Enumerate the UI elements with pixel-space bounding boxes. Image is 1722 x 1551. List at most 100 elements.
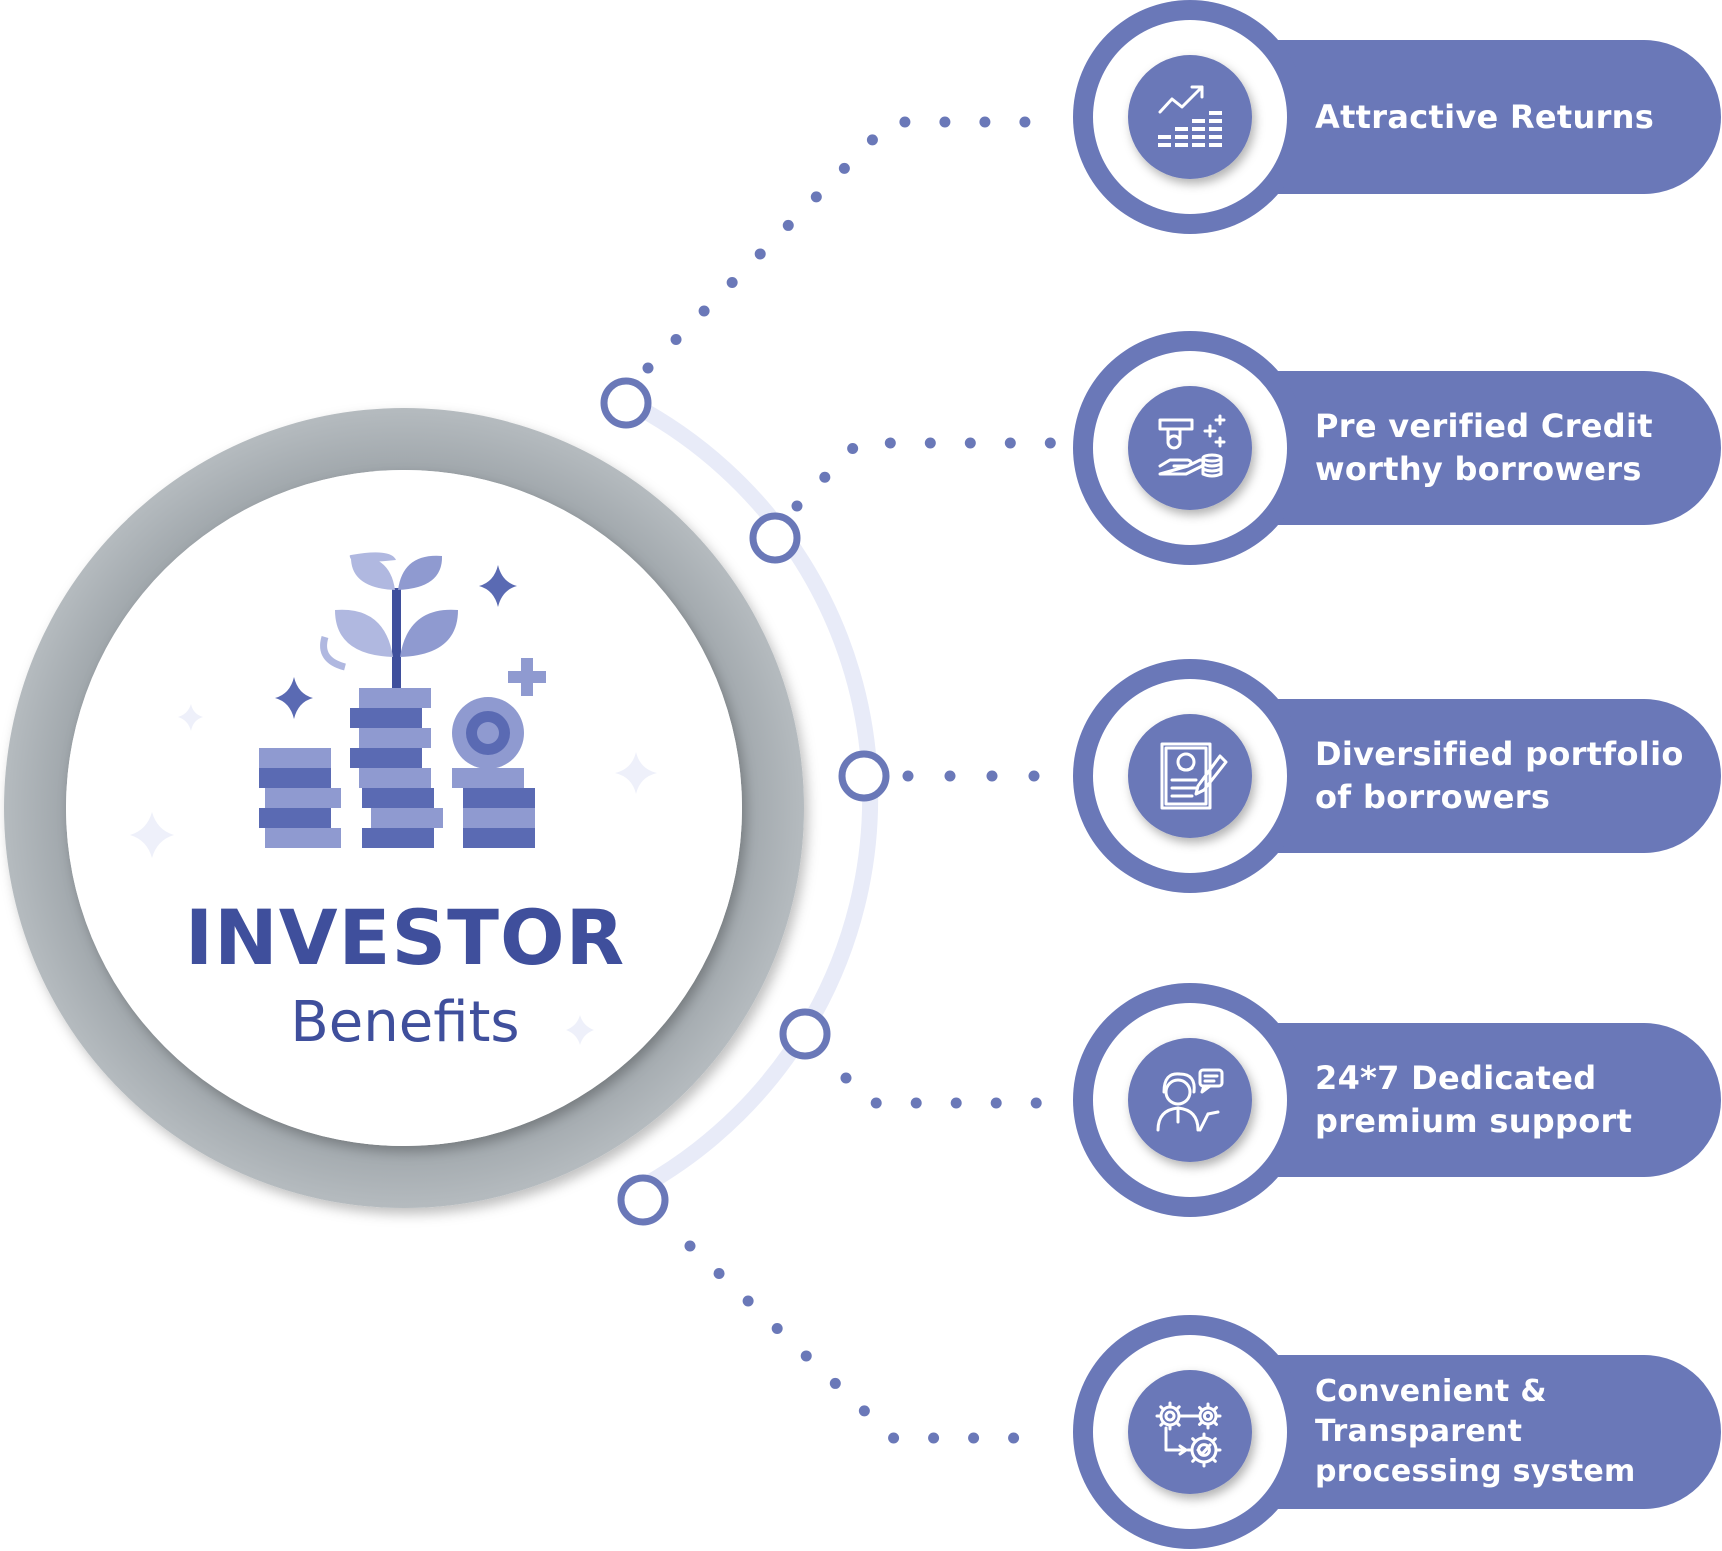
gears-process-check-icon — [1155, 1401, 1222, 1468]
benefit-icon-badge — [1128, 1370, 1252, 1494]
connector-dot — [902, 770, 914, 782]
benefit-item — [1073, 659, 1721, 893]
connector-dot — [990, 1097, 1002, 1109]
connector-dot — [1028, 770, 1040, 782]
benefit-label-line: Diversified portfolio — [1315, 735, 1684, 773]
benefit-pill — [1190, 699, 1721, 853]
arc-node-5 — [617, 1174, 669, 1226]
plant-stem — [392, 588, 401, 690]
arc-node-4 — [779, 1008, 831, 1060]
arc-node-3 — [838, 750, 890, 802]
connector-dot — [986, 770, 998, 782]
connector-dot — [964, 437, 976, 449]
sparkle-icon — [130, 812, 174, 858]
leaf-bottom-left — [335, 609, 393, 657]
money-hand-coins-icon — [1158, 414, 1226, 478]
connector-dot — [829, 1377, 841, 1389]
connector-dot — [800, 1350, 812, 1362]
benefit-label-1: Attractive Returns — [1315, 42, 1715, 192]
connector-dot — [754, 248, 766, 260]
connector-dot — [968, 1432, 980, 1444]
decorative-arc — [320, 635, 347, 671]
connector-dot — [866, 134, 878, 146]
benefit-label-line: Convenient & Transparent — [1315, 1374, 1547, 1449]
sparkle-icon — [479, 565, 517, 607]
center-subtitle: Benefits — [290, 990, 520, 1055]
benefit-item — [1073, 331, 1721, 565]
benefit-pill — [1190, 1023, 1721, 1177]
benefit-pill — [1190, 371, 1721, 525]
benefit-label-2: Pre verified Credit worthy borrowers — [1315, 373, 1715, 523]
connector-dot — [642, 362, 654, 374]
connector-dot — [1044, 437, 1056, 449]
sparkle-icon — [178, 704, 203, 731]
benefit-label-line: worthy borrowers — [1315, 450, 1642, 488]
connector-dot — [928, 1432, 940, 1444]
dotted-connectors — [642, 116, 1056, 1444]
connector-dot — [698, 305, 710, 317]
leaf-top-right — [398, 555, 443, 590]
connector-dot — [899, 116, 911, 128]
profile-document-pen-icon — [1160, 742, 1228, 810]
connector-dot — [858, 1405, 870, 1417]
benefit-pill — [1190, 40, 1721, 194]
connector-dot — [944, 770, 956, 782]
connector-dot — [1030, 1097, 1042, 1109]
connector-dot — [810, 191, 822, 203]
benefit-pill — [1190, 1355, 1721, 1509]
connector-dot — [742, 1295, 754, 1307]
connector-dot — [950, 1097, 962, 1109]
connector-dot — [979, 116, 991, 128]
arc-nodes — [600, 377, 890, 1226]
connector-dot — [840, 1072, 852, 1084]
connector-dot — [939, 116, 951, 128]
benefit-icon-badge — [1128, 1038, 1252, 1162]
benefit-label-line: processing system — [1315, 1454, 1636, 1489]
arc-node-1 — [600, 377, 652, 429]
connector-dot — [819, 471, 831, 483]
benefit-item — [1073, 983, 1721, 1217]
benefit-item — [1073, 1315, 1721, 1549]
benefit-label-line: Attractive Returns — [1315, 97, 1655, 136]
connector-dot — [888, 1432, 900, 1444]
connector-dot — [870, 1097, 882, 1109]
benefit-label-line: premium support — [1315, 1102, 1633, 1140]
sparkle-icon — [275, 677, 313, 719]
connector-dot — [1004, 437, 1016, 449]
connector-dot — [726, 276, 738, 288]
benefit-label-line: 24*7 Dedicated — [1315, 1059, 1597, 1097]
benefit-icon-badge — [1128, 386, 1252, 510]
connector-dot — [670, 333, 682, 345]
connector-dot — [910, 1097, 922, 1109]
plus-icon-bar — [508, 671, 546, 683]
connector-dot — [771, 1322, 783, 1334]
sparkle-icon — [615, 752, 657, 794]
sparkle-icon — [566, 1015, 594, 1045]
benefit-label-5: Convenient & Transparent processing syste… — [1315, 1357, 1715, 1507]
benefit-label-line: of borrowers — [1315, 778, 1551, 816]
benefit-label-line: Pre verified Credit — [1315, 407, 1653, 445]
arc-node-2 — [749, 512, 801, 564]
connector-dot — [1019, 116, 1031, 128]
support-agent-chat-icon — [1156, 1068, 1224, 1132]
connector-dot — [884, 437, 896, 449]
benefit-list — [1073, 0, 1721, 1549]
trending-up-chart-icon — [1158, 85, 1222, 147]
connector-dot — [684, 1240, 696, 1252]
connector-dot — [924, 437, 936, 449]
leaf-bottom-right — [400, 609, 458, 657]
connector-dot — [847, 443, 859, 455]
benefit-item — [1073, 0, 1721, 234]
leaf-top-left — [350, 555, 395, 590]
benefit-icon-badge — [1128, 714, 1252, 838]
benefit-label-3: Diversified portfolio of borrowers — [1315, 701, 1715, 851]
connector-dot — [791, 500, 803, 512]
center-title: INVESTOR — [184, 893, 626, 982]
benefit-icon-badge — [1128, 55, 1252, 179]
connector-dot — [713, 1267, 725, 1279]
connector-dot — [782, 219, 794, 231]
growth-coins-illustration — [130, 552, 657, 1045]
connector-dot — [838, 162, 850, 174]
benefit-label-4: 24*7 Dedicated premium support — [1315, 1025, 1715, 1175]
